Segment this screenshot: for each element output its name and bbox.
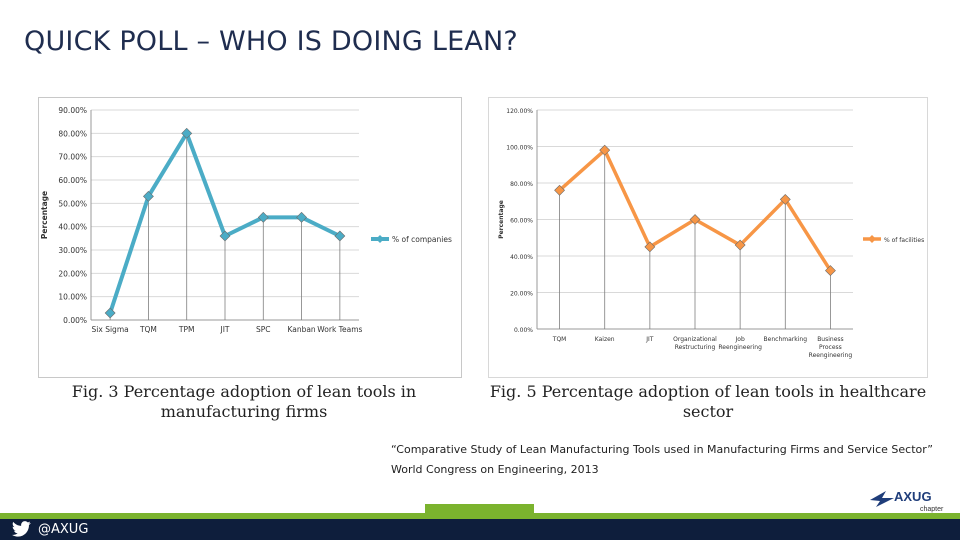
x-tick-label: Work Teams: [317, 325, 362, 334]
manufacturing-chart-caption: Fig. 3 Percentage adoption of lean tools…: [71, 382, 417, 421]
data-point: [554, 184, 565, 196]
data-point: [181, 127, 193, 139]
data-point: [599, 144, 611, 156]
x-tick-label: SPC: [256, 325, 271, 334]
footer-bar: [0, 519, 960, 540]
y-tick-label: 60.00%: [510, 218, 533, 225]
x-tick-label: TQM: [139, 325, 157, 334]
data-point: [825, 265, 836, 277]
legend-marker: [868, 235, 876, 243]
svg-text:chapter: chapter: [920, 506, 944, 513]
y-tick-label: 70.00%: [58, 153, 87, 162]
y-tick-label: 50.00%: [58, 199, 87, 208]
x-tick-label: TPM: [178, 325, 195, 334]
slide-title: QUICK POLL – WHO IS DOING LEAN?: [24, 26, 518, 57]
data-point: [689, 214, 701, 225]
y-tick-label: 0.00%: [514, 327, 533, 334]
data-point: [219, 230, 231, 242]
x-tick-label: Kaizen: [595, 336, 615, 343]
y-axis-label: Percentage: [498, 200, 505, 239]
y-tick-label: 20.00%: [58, 269, 87, 278]
data-point: [734, 239, 746, 251]
healthcare-chart-svg: 0.00% 20.00% 40.00% 60.00% 80.00% 100.00% 120.…: [498, 108, 924, 359]
x-tick-label: Organizational Restructuring: [673, 336, 717, 351]
y-tick-label: 20.00%: [510, 291, 533, 298]
x-tick-label: Benchmarking: [764, 336, 808, 343]
x-tick-label: Job Reengineering: [718, 336, 762, 351]
y-tick-label: 40.00%: [510, 254, 533, 261]
y-tick-label: 0.00%: [63, 316, 87, 325]
y-tick-label: 80.00%: [510, 181, 533, 188]
manufacturing-chart-svg: 0.00% 10.00% 20.00% 30.00% 40.00% 50.00% 60.00…: [40, 106, 452, 334]
data-point: [143, 190, 154, 202]
x-tick-label: Six Sigma: [92, 325, 129, 334]
data-point: [257, 211, 269, 223]
data-point: [296, 211, 307, 223]
legend-label: % of facilities: [884, 237, 924, 244]
x-tick-label: Kanban: [287, 325, 315, 334]
y-axis-label: Percentage: [40, 191, 49, 239]
svg-text:AXUG: AXUG: [894, 489, 932, 504]
healthcare-chart: 0.00% 20.00% 40.00% 60.00% 80.00% 100.00% 120.…: [488, 97, 928, 378]
y-tick-label: 40.00%: [58, 223, 87, 232]
citation-source: World Congress on Engineering, 2013: [391, 463, 599, 476]
x-tick-label: JIT: [645, 336, 654, 343]
x-tick-label: Business Process Reengineering: [809, 336, 853, 359]
manufacturing-chart: 0.00% 10.00% 20.00% 30.00% 40.00% 50.00% 60.00…: [38, 97, 462, 378]
x-tick-label: TQM: [552, 336, 567, 343]
data-point: [104, 307, 116, 319]
healthcare-chart-caption: Fig. 5 Percentage adoption of lean tools…: [489, 382, 927, 421]
y-tick-label: 80.00%: [58, 129, 87, 138]
data-point: [644, 241, 656, 253]
y-tick-label: 90.00%: [58, 106, 87, 115]
data-point: [779, 194, 791, 205]
y-tick-label: 60.00%: [58, 176, 87, 185]
y-tick-label: 10.00%: [58, 293, 87, 302]
x-tick-label: JIT: [219, 325, 229, 334]
data-point: [334, 230, 346, 242]
y-tick-label: 30.00%: [58, 246, 87, 255]
citation-title: “Comparative Study of Lean Manufacturing…: [391, 443, 933, 456]
y-tick-label: 100.00%: [506, 145, 533, 152]
axug-logo: AXUG chapter: [870, 489, 944, 513]
twitter-handle[interactable]: @AXUG: [38, 522, 89, 537]
y-tick-label: 120.00%: [506, 108, 533, 115]
legend-label: % of companies: [392, 235, 452, 244]
legend-marker: [376, 235, 384, 243]
twitter-bird-icon[interactable]: [12, 521, 31, 537]
